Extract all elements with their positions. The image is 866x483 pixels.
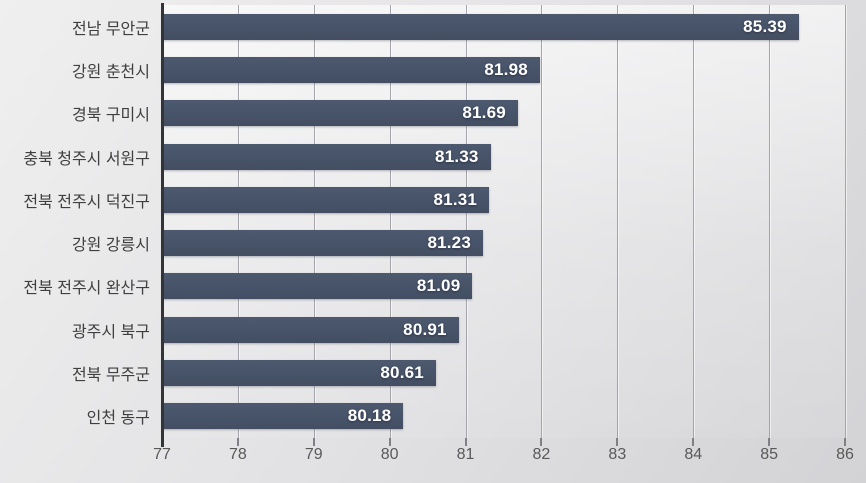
bar-row: 85.39 bbox=[162, 5, 845, 48]
bar-10[interactable]: 80.18 bbox=[162, 403, 404, 430]
tick-mark-81 bbox=[464, 438, 467, 446]
category-label: 전북 전주시 덕진구 bbox=[23, 193, 150, 211]
gridline-85 bbox=[769, 5, 771, 438]
gridline-84 bbox=[693, 5, 695, 438]
bar-5[interactable]: 81.31 bbox=[162, 186, 490, 213]
x-axis-label-81: 81 bbox=[456, 446, 475, 463]
category-label: 광주시 북구 bbox=[71, 323, 150, 341]
category-label: 충북 청주시 서원구 bbox=[23, 150, 150, 168]
category-label: 경북 구미시 bbox=[71, 107, 150, 125]
x-axis-label-85: 85 bbox=[760, 446, 778, 463]
bar-row: 80.91 bbox=[162, 308, 845, 351]
gridline-81 bbox=[465, 5, 467, 438]
x-axis-label-78: 78 bbox=[228, 446, 247, 463]
tick-mark-86 bbox=[844, 438, 846, 446]
tick-mark-82 bbox=[540, 438, 543, 446]
x-axis-label-77: 77 bbox=[153, 446, 171, 463]
category-label: 강원 춘천시 bbox=[71, 63, 150, 81]
x-axis-label-82: 82 bbox=[532, 446, 551, 463]
bar-value-label: 81.09 bbox=[416, 276, 461, 296]
bar-row: 81.09 bbox=[162, 265, 845, 308]
bar-3[interactable]: 81.69 bbox=[162, 100, 518, 127]
bar-row: 81.23 bbox=[162, 222, 845, 265]
bar-value-label: 80.18 bbox=[347, 406, 392, 426]
bar-value-label: 85.39 bbox=[743, 16, 787, 36]
bar-value-label: 80.61 bbox=[380, 363, 424, 383]
x-axis-label-80: 80 bbox=[380, 446, 399, 463]
bar-7[interactable]: 81.09 bbox=[162, 273, 473, 300]
gridline-78 bbox=[237, 5, 239, 438]
tick-mark-84 bbox=[692, 438, 695, 446]
x-axis-label-84: 84 bbox=[684, 446, 703, 463]
category-label: 전북 무주군 bbox=[71, 367, 150, 385]
bar-row: 81.98 bbox=[162, 48, 845, 91]
tick-mark-85 bbox=[768, 438, 771, 446]
bar-6[interactable]: 81.23 bbox=[162, 230, 483, 257]
tick-mark-80 bbox=[388, 438, 391, 446]
bar-1[interactable]: 85.39 bbox=[162, 13, 799, 40]
bar-row: 80.18 bbox=[162, 395, 845, 438]
bar-4[interactable]: 81.33 bbox=[162, 143, 491, 170]
gridline-83 bbox=[617, 5, 619, 438]
bar-8[interactable]: 80.91 bbox=[162, 316, 459, 343]
vertical-axis-line bbox=[161, 3, 164, 447]
category-label: 강원 강릉시 bbox=[71, 237, 150, 255]
plot-area: 85.39 81.98 81.69 81.33 81.31 81.23 81.09 80.91… bbox=[161, 3, 846, 447]
bar-2[interactable]: 81.98 bbox=[162, 56, 540, 83]
tick-mark-83 bbox=[616, 438, 619, 446]
x-axis-label-86: 86 bbox=[836, 446, 854, 463]
bar-row: 81.69 bbox=[162, 92, 845, 135]
bar-value-label: 81.98 bbox=[484, 59, 528, 79]
gridline-82 bbox=[541, 5, 543, 438]
x-axis-label-79: 79 bbox=[304, 446, 323, 463]
category-label: 전남 무안군 bbox=[71, 20, 150, 38]
tick-mark-78 bbox=[236, 438, 239, 446]
bar-value-label: 81.33 bbox=[435, 146, 479, 166]
bar-value-label: 81.31 bbox=[433, 189, 478, 209]
category-label: 전북 전주시 완산구 bbox=[23, 280, 150, 298]
gridline-80 bbox=[389, 5, 391, 438]
gridline-79 bbox=[313, 5, 315, 438]
bar-row: 81.31 bbox=[162, 178, 845, 221]
bar-9[interactable]: 80.61 bbox=[162, 360, 436, 387]
tick-mark-79 bbox=[312, 438, 315, 446]
gridline-86 bbox=[845, 5, 846, 438]
bar-value-label: 80.91 bbox=[403, 319, 447, 339]
category-label: 인천 동구 bbox=[86, 410, 150, 428]
bar-row: 81.33 bbox=[162, 135, 845, 178]
bar-row: 80.61 bbox=[162, 351, 845, 394]
bar-value-label: 81.23 bbox=[427, 233, 471, 253]
x-axis-label-83: 83 bbox=[608, 446, 627, 463]
bar-value-label: 81.69 bbox=[462, 103, 506, 123]
